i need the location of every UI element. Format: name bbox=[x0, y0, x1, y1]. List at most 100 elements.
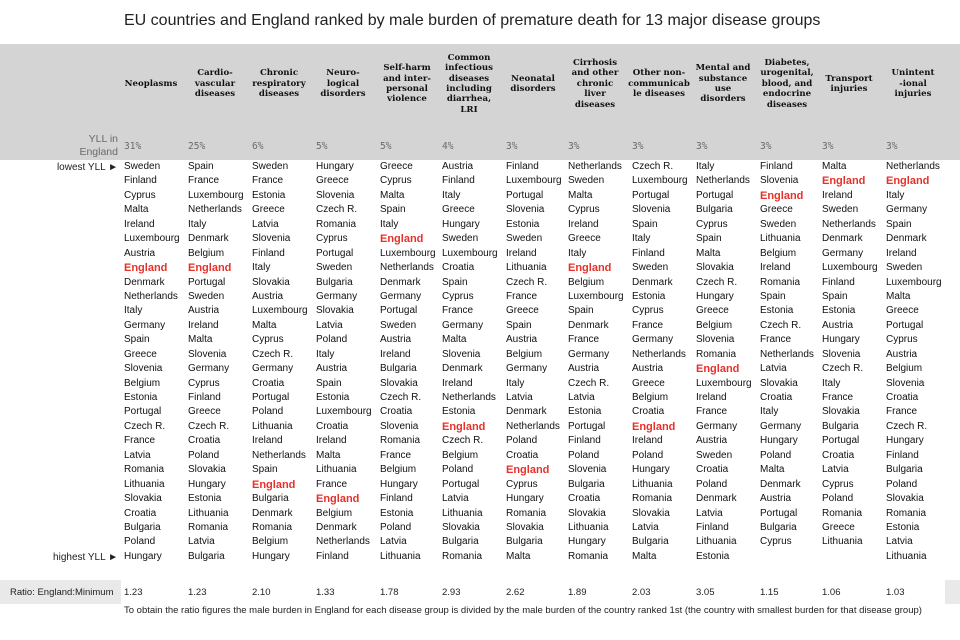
country-item: Sweden bbox=[188, 290, 225, 302]
country-item: Spain bbox=[886, 218, 912, 230]
country-item: Spain bbox=[696, 233, 722, 245]
country-ranking-list: Netherlands England Italy Germany Spain Denma… bbox=[886, 160, 942, 564]
country-item: Estonia bbox=[568, 406, 602, 418]
country-item: Italy bbox=[316, 348, 335, 360]
column-header-line: infectious bbox=[445, 63, 493, 74]
country-item: Luxembourg bbox=[188, 189, 244, 201]
country-item: Croatia bbox=[632, 406, 665, 418]
country-item: Hungary bbox=[380, 478, 418, 490]
country-item: Malta bbox=[252, 319, 277, 331]
country-item: Portugal bbox=[442, 478, 480, 490]
country-item: Portugal bbox=[822, 435, 860, 447]
country-item-highlighted: England bbox=[822, 175, 866, 188]
footnote: To obtain the ratio figures the male bur… bbox=[124, 605, 922, 616]
country-item-highlighted: England bbox=[252, 478, 296, 491]
country-item: Greece bbox=[696, 305, 729, 317]
country-item-highlighted: England bbox=[442, 420, 486, 433]
country-item: Luxembourg bbox=[506, 175, 562, 187]
country-item: Luxembourg bbox=[252, 305, 308, 317]
country-item: Finland bbox=[380, 493, 413, 505]
country-item: Portugal bbox=[632, 189, 670, 201]
country-item: Croatia bbox=[506, 449, 539, 461]
country-item: Finland bbox=[696, 521, 729, 533]
country-item: Luxembourg bbox=[316, 406, 372, 418]
column-header-line: Neoplasms bbox=[124, 78, 178, 89]
country-item: Slovakia bbox=[124, 493, 162, 505]
country-item: Slovenia bbox=[380, 420, 419, 432]
country-item: Finland bbox=[506, 161, 539, 172]
country-item: Portugal bbox=[380, 305, 418, 317]
country-item: Luxembourg bbox=[568, 290, 624, 302]
country-item: Portugal bbox=[568, 420, 606, 432]
country-item: Luxembourg bbox=[696, 377, 752, 389]
country-item: Slovenia bbox=[632, 204, 671, 216]
country-item: Netherlands bbox=[506, 420, 560, 432]
country-item: Germany bbox=[506, 363, 548, 375]
country-item: Spain bbox=[506, 319, 532, 331]
country-item: Lithuania bbox=[316, 464, 357, 476]
column-header-line: urogenital, bbox=[760, 68, 814, 79]
country-item: Poland bbox=[822, 493, 854, 505]
column-header: Mental and substance use disorders bbox=[692, 63, 754, 105]
country-item: Ireland bbox=[252, 435, 283, 447]
highest-yll-label: highest YLL ► bbox=[53, 552, 118, 563]
country-ranking-list: Netherlands Sweden Malta Cyprus Ireland Greec… bbox=[568, 160, 624, 564]
country-item: Italy bbox=[568, 247, 587, 259]
country-ranking-list: Greece Cyprus Malta Spain Italy England Luxemb… bbox=[380, 160, 436, 564]
column-header: Neuro-logical disorders bbox=[312, 68, 374, 99]
column-header: Neonatal disorders bbox=[502, 74, 564, 95]
country-item: Portugal bbox=[124, 406, 162, 418]
country-item: Lithuania bbox=[886, 550, 927, 562]
country-item: France bbox=[188, 175, 220, 187]
country-item: Slovenia bbox=[442, 348, 481, 360]
country-item: Belgium bbox=[124, 377, 161, 389]
country-item: Malta bbox=[506, 550, 531, 562]
column-header-line: Cirrhosis bbox=[572, 58, 618, 68]
column-header-line: Transport bbox=[825, 73, 873, 84]
country-item: Greece bbox=[188, 406, 221, 418]
country-item-highlighted: England bbox=[696, 363, 740, 376]
country-item: Poland bbox=[696, 478, 728, 490]
ratio-value: 2.03 bbox=[632, 587, 651, 598]
country-item: Spain bbox=[568, 305, 594, 317]
country-item: Denmark bbox=[760, 478, 801, 490]
country-item: Sweden bbox=[822, 204, 859, 216]
country-item: Lithuania bbox=[760, 233, 801, 245]
country-item: Poland bbox=[568, 449, 600, 461]
yll-value: 3% bbox=[632, 141, 644, 152]
country-item: Czech R. bbox=[252, 348, 294, 360]
ratio-value: 2.93 bbox=[442, 587, 461, 598]
country-item: Croatia bbox=[696, 464, 729, 476]
country-item: Cyprus bbox=[316, 233, 348, 245]
yll-value: 4% bbox=[442, 141, 454, 152]
country-item: Slovenia bbox=[188, 348, 227, 360]
country-ranking-list: Italy Netherlands Portugal Bulgaria Cyprus Sp… bbox=[696, 160, 752, 564]
country-item: Hungary bbox=[506, 493, 544, 505]
country-item: Czech R. bbox=[316, 204, 358, 216]
country-item: Greece bbox=[316, 175, 349, 187]
country-item: Austria bbox=[442, 161, 474, 172]
country-item: Poland bbox=[316, 334, 348, 346]
country-item: Portugal bbox=[506, 189, 544, 201]
country-item-highlighted: England bbox=[632, 420, 676, 433]
country-item-highlighted: England bbox=[188, 262, 232, 275]
country-item: Hungary bbox=[568, 536, 606, 548]
country-item: Luxembourg bbox=[380, 247, 436, 259]
column-header-line: Common bbox=[447, 52, 491, 63]
country-item: Romania bbox=[124, 464, 165, 476]
country-item: Belgium bbox=[380, 464, 417, 476]
country-item: Hungary bbox=[760, 435, 798, 447]
page-title: EU countries and England ranked by male … bbox=[124, 12, 821, 29]
country-item: Sweden bbox=[632, 262, 669, 274]
country-item: Netherlands bbox=[568, 161, 622, 172]
country-item: Ireland bbox=[380, 348, 411, 360]
column-header-line: including bbox=[446, 84, 492, 95]
country-item: Bulgaria bbox=[822, 420, 859, 432]
country-item: France bbox=[886, 406, 918, 418]
country-item: Cyprus bbox=[822, 478, 854, 490]
country-item: Latvia bbox=[252, 218, 279, 230]
country-item: Lithuania bbox=[568, 521, 609, 533]
ratio-value: 1.33 bbox=[316, 587, 335, 598]
country-item: Hungary bbox=[886, 435, 924, 447]
country-item: Romania bbox=[696, 348, 737, 360]
